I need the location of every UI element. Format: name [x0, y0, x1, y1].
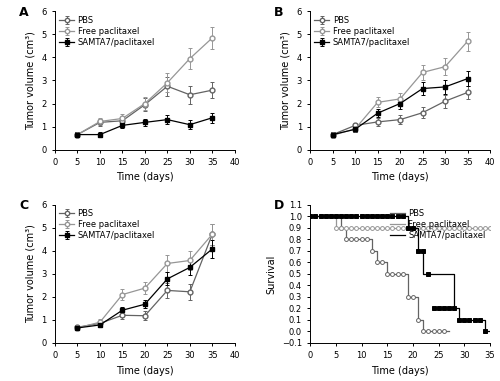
Free paclitaxel — [358, 226, 364, 230]
X-axis label: Time (days): Time (days) — [116, 173, 173, 182]
Free paclitaxel — [379, 226, 385, 230]
Free paclitaxel — [482, 226, 488, 230]
PBS — [369, 237, 375, 242]
Line: Free paclitaxel: Free paclitaxel — [310, 216, 490, 228]
PBS — [384, 272, 390, 276]
SAMTA7/paclitaxel — [415, 226, 421, 230]
Free paclitaxel — [390, 226, 396, 230]
Y-axis label: Survival: Survival — [266, 254, 276, 293]
PBS — [343, 237, 349, 242]
Free paclitaxel — [333, 214, 339, 219]
PBS — [369, 248, 375, 253]
Free paclitaxel — [374, 226, 380, 230]
SAMTA7/paclitaxel — [420, 272, 426, 276]
SAMTA7/paclitaxel — [405, 226, 411, 230]
Free paclitaxel — [390, 226, 396, 230]
Line: PBS: PBS — [310, 216, 449, 331]
Free paclitaxel — [374, 226, 380, 230]
Free paclitaxel — [369, 226, 375, 230]
SAMTA7/paclitaxel — [456, 306, 462, 311]
PBS — [405, 272, 411, 276]
Free paclitaxel — [394, 226, 400, 230]
SAMTA7/paclitaxel — [307, 214, 313, 219]
Free paclitaxel — [405, 226, 411, 230]
SAMTA7/paclitaxel — [415, 248, 421, 253]
Free paclitaxel — [358, 226, 364, 230]
PBS — [343, 226, 349, 230]
PBS — [441, 329, 447, 334]
Free paclitaxel — [333, 226, 339, 230]
PBS — [405, 295, 411, 299]
Text: B: B — [274, 6, 284, 19]
Text: A: A — [19, 6, 28, 19]
SAMTA7/paclitaxel — [456, 318, 462, 322]
Free paclitaxel — [384, 226, 390, 230]
SAMTA7/paclitaxel — [451, 306, 457, 311]
Free paclitaxel — [354, 226, 360, 230]
PBS — [420, 329, 426, 334]
PBS — [384, 260, 390, 265]
Free paclitaxel — [400, 226, 406, 230]
Free paclitaxel — [400, 226, 406, 230]
Free paclitaxel — [364, 226, 370, 230]
PBS — [374, 260, 380, 265]
Free paclitaxel — [354, 226, 360, 230]
Legend: PBS, Free paclitaxel, SAMTA7/paclitaxel: PBS, Free paclitaxel, SAMTA7/paclitaxel — [58, 207, 156, 242]
Free paclitaxel — [369, 226, 375, 230]
PBS — [420, 318, 426, 322]
SAMTA7/paclitaxel — [487, 329, 493, 334]
PBS — [338, 214, 344, 219]
PBS — [338, 226, 344, 230]
SAMTA7/paclitaxel — [420, 248, 426, 253]
SAMTA7/paclitaxel — [451, 272, 457, 276]
Y-axis label: Tumor volume (cm³): Tumor volume (cm³) — [26, 224, 36, 323]
SAMTA7/paclitaxel — [405, 214, 411, 219]
Free paclitaxel — [410, 226, 416, 230]
PBS — [441, 329, 447, 334]
Free paclitaxel — [410, 226, 416, 230]
Free paclitaxel — [487, 226, 493, 230]
SAMTA7/paclitaxel — [482, 329, 488, 334]
Free paclitaxel — [307, 214, 313, 219]
Legend: PBS, Free paclitaxel, SAMTA7/paclitaxel: PBS, Free paclitaxel, SAMTA7/paclitaxel — [312, 14, 412, 48]
PBS — [415, 295, 421, 299]
Free paclitaxel — [379, 226, 385, 230]
Y-axis label: Tumor volume (cm³): Tumor volume (cm³) — [281, 31, 291, 130]
X-axis label: Time (days): Time (days) — [372, 173, 429, 182]
Legend: PBS, Free paclitaxel, SAMTA7/paclitaxel: PBS, Free paclitaxel, SAMTA7/paclitaxel — [388, 207, 488, 242]
PBS — [446, 329, 452, 334]
X-axis label: Time (days): Time (days) — [116, 366, 173, 376]
Legend: PBS, Free paclitaxel, SAMTA7/paclitaxel: PBS, Free paclitaxel, SAMTA7/paclitaxel — [58, 14, 156, 48]
Line: SAMTA7/paclitaxel: SAMTA7/paclitaxel — [310, 216, 490, 331]
PBS — [374, 248, 380, 253]
Free paclitaxel — [394, 226, 400, 230]
X-axis label: Time (days): Time (days) — [372, 366, 429, 376]
PBS — [415, 318, 421, 322]
PBS — [307, 214, 313, 219]
Free paclitaxel — [482, 226, 488, 230]
Text: C: C — [19, 199, 28, 212]
Free paclitaxel — [364, 226, 370, 230]
Free paclitaxel — [384, 226, 390, 230]
Y-axis label: Tumor volume (cm³): Tumor volume (cm³) — [26, 31, 36, 130]
SAMTA7/paclitaxel — [482, 318, 488, 322]
Text: D: D — [274, 199, 284, 212]
Free paclitaxel — [405, 226, 411, 230]
